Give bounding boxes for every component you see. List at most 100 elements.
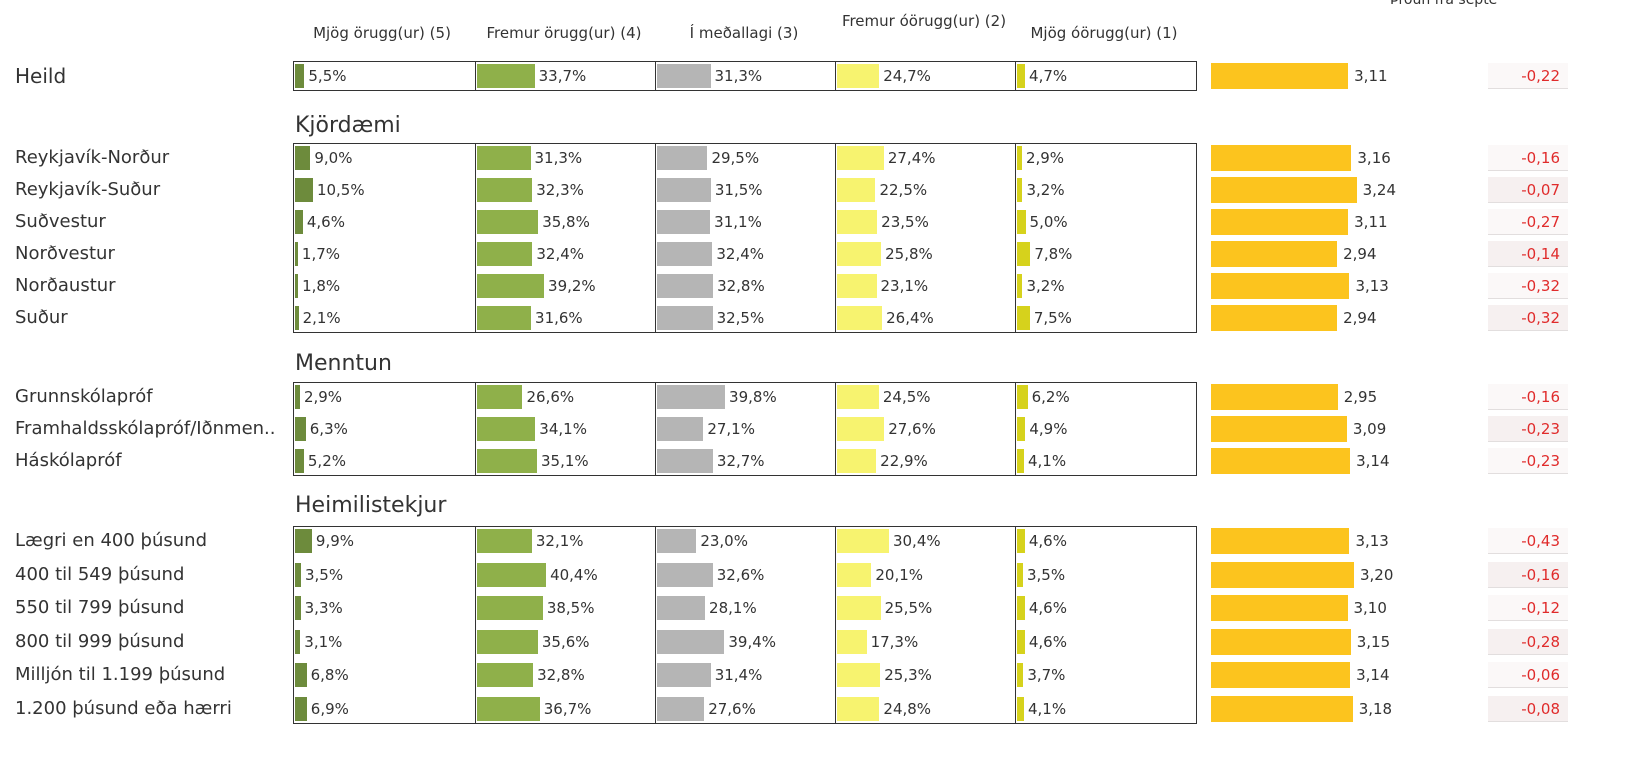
mean-bar [1211,561,1354,588]
value-label: 4,6% [1028,632,1067,651]
change-value: -0,16 [1488,384,1568,410]
column-header: Mjög örugg(ur) (5) [313,24,451,42]
column-divider [1015,526,1016,724]
segment-bar [657,417,704,441]
segment-bar [295,274,299,298]
value-label: 38,5% [546,599,595,618]
value-label: 3,5% [1026,565,1066,584]
segment-bar [1017,64,1026,88]
mean-label: 2,94 [1343,309,1377,327]
segment-bar [837,274,877,298]
row-label: Grunnskólapróf [15,386,153,407]
value-label: 2,9% [303,388,343,406]
value-label: 4,6% [1028,599,1067,618]
segment-bar [657,64,711,88]
segment-bar [295,697,307,721]
mean-bar [1211,177,1357,203]
mean-bar [1211,595,1348,622]
segment-bar [477,697,540,721]
group-box [293,61,1197,91]
segment-bar [477,210,539,234]
segment-bar [657,274,714,298]
value-label: 25,3% [884,666,932,685]
value-label: 32,5% [716,309,765,327]
value-label: 31,3% [714,67,763,85]
segment-bar [295,242,298,266]
mean-bar [1211,209,1349,235]
value-label: 1,8% [302,277,341,295]
group-title: Menntun [295,351,392,376]
value-label: 32,1% [535,532,584,550]
value-label: 2,1% [302,309,341,327]
value-label: 3,3% [304,599,343,618]
segment-bar [657,306,713,330]
change-value: -0,16 [1488,561,1568,588]
change-value: -0,14 [1488,241,1568,267]
change-value: -0,23 [1488,448,1568,474]
column-header: Fremur óörugg(ur) (2) [841,12,1007,30]
value-label: 5,5% [308,67,347,85]
mean-label: 3,20 [1360,565,1394,584]
segment-bar [1017,449,1024,473]
segment-bar [837,178,876,202]
segment-bar [477,306,532,330]
mean-label: 3,11 [1354,67,1388,85]
segment-bar [837,242,882,266]
segment-bar [477,385,523,409]
value-label: 32,8% [717,277,765,295]
segment-bar [837,306,883,330]
mean-bar [1211,273,1350,299]
value-label: 35,8% [542,213,590,231]
mean-label: 3,10 [1353,599,1387,618]
value-label: 23,0% [700,532,748,550]
mean-bar [1211,448,1351,474]
column-divider [655,382,656,476]
mean-label: 3,18 [1358,700,1393,718]
segment-bar [837,697,880,721]
segment-bar [295,663,307,688]
change-value: -0,32 [1488,305,1568,331]
value-label: 6,2% [1031,388,1070,406]
segment-bar [657,663,711,688]
change-value: -0,07 [1488,177,1568,203]
column-divider [835,61,836,91]
segment-bar [295,629,301,654]
segment-bar [295,210,303,234]
column-header: Í meðallagi (3) [689,24,799,42]
value-label: 20,1% [875,565,924,584]
column-divider [655,61,656,91]
mean-bar [1211,528,1350,554]
segment-bar [837,146,884,170]
segment-bar [657,146,708,170]
group-title: Heimilistekjur [295,493,447,518]
change-value: -0,16 [1488,145,1568,171]
value-label: 4,7% [1029,67,1068,85]
value-label: 33,7% [538,67,587,85]
mean-bar [1211,241,1338,267]
row-label: Reykjavík-Norður [15,147,170,168]
value-label: 6,8% [310,666,349,685]
segment-bar [1017,385,1028,409]
row-label: 1.200 þúsund eða hærri [15,698,232,719]
value-label: 27,6% [708,700,756,718]
segment-bar [1017,242,1031,266]
segment-bar [295,449,304,473]
mean-label: 3,11 [1354,213,1388,231]
value-label: 6,3% [309,420,348,438]
segment-bar [657,210,711,234]
row-label: Framhaldsskólapróf/Iðnmen.. [15,418,276,439]
value-label: 24,5% [882,388,931,406]
row-label: Háskólapróf [15,450,122,471]
value-label: 39,4% [728,632,777,651]
change-value: -0,27 [1488,209,1568,235]
value-label: 3,1% [304,632,343,651]
mean-label: 3,16 [1357,149,1391,167]
mean-label: 3,13 [1355,532,1389,550]
column-divider [655,143,656,333]
segment-bar [837,385,879,409]
segment-bar [1017,562,1023,587]
row-label: Suður [15,307,68,328]
segment-bar [657,385,726,409]
segment-bar [477,178,533,202]
group-box [293,382,1197,476]
